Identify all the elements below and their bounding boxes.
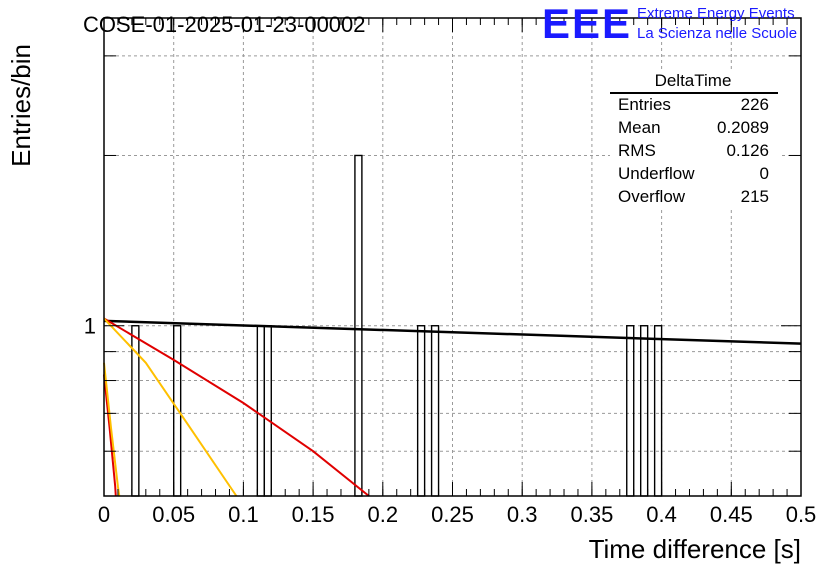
stats-row-label: RMS	[618, 141, 656, 160]
x-tick-label: 0.2	[368, 502, 399, 527]
x-tick-label: 0.3	[507, 502, 538, 527]
stats-title: DeltaTime	[655, 71, 732, 90]
x-tick-label: 0.4	[646, 502, 677, 527]
x-tick-label: 0.05	[152, 502, 195, 527]
x-axis-title: Time difference [s]	[589, 534, 801, 564]
x-tick-label: 0	[98, 502, 110, 527]
fit-curve	[103, 317, 370, 497]
x-tick-label: 0.5	[786, 502, 817, 527]
stats-row-value: 0.2089	[717, 118, 769, 137]
stats-row-label: Entries	[618, 95, 671, 114]
stats-row-label: Mean	[618, 118, 661, 137]
y-tick-label: 1	[84, 314, 96, 339]
logo-line-1: Extreme Energy Events	[637, 5, 795, 22]
stats-row-value: 215	[741, 187, 769, 206]
x-tick-label: 0.1	[228, 502, 259, 527]
stats-row-label: Underflow	[618, 164, 695, 183]
fit-curve	[103, 317, 238, 497]
y-axis-title: Entries/bin	[6, 44, 36, 167]
stats-row-label: Overflow	[618, 187, 686, 206]
fit-curve	[103, 362, 121, 497]
stats-row-value: 0	[760, 164, 769, 183]
x-tick-label: 0.35	[570, 502, 613, 527]
x-tick-label: 0.45	[710, 502, 753, 527]
fit-curve	[103, 319, 802, 345]
logo-mark: EEE	[542, 0, 632, 47]
run-title: COSE-01-2025-01-23-00002	[83, 12, 366, 37]
stats-row-value: 0.126	[726, 141, 769, 160]
stats-row-value: 226	[741, 95, 769, 114]
stats-box: DeltaTime Entries 226 Mean 0.2089 RMS 0.126 Un…	[610, 70, 780, 210]
eee-logo: EEE Extreme Energy Events La Scienza nel…	[542, 0, 797, 47]
x-tick-label: 0.25	[431, 502, 474, 527]
x-tick-label: 0.15	[292, 502, 335, 527]
logo-line-2: La Scienza nelle Scuole	[637, 25, 797, 42]
fit-curve	[103, 374, 117, 497]
